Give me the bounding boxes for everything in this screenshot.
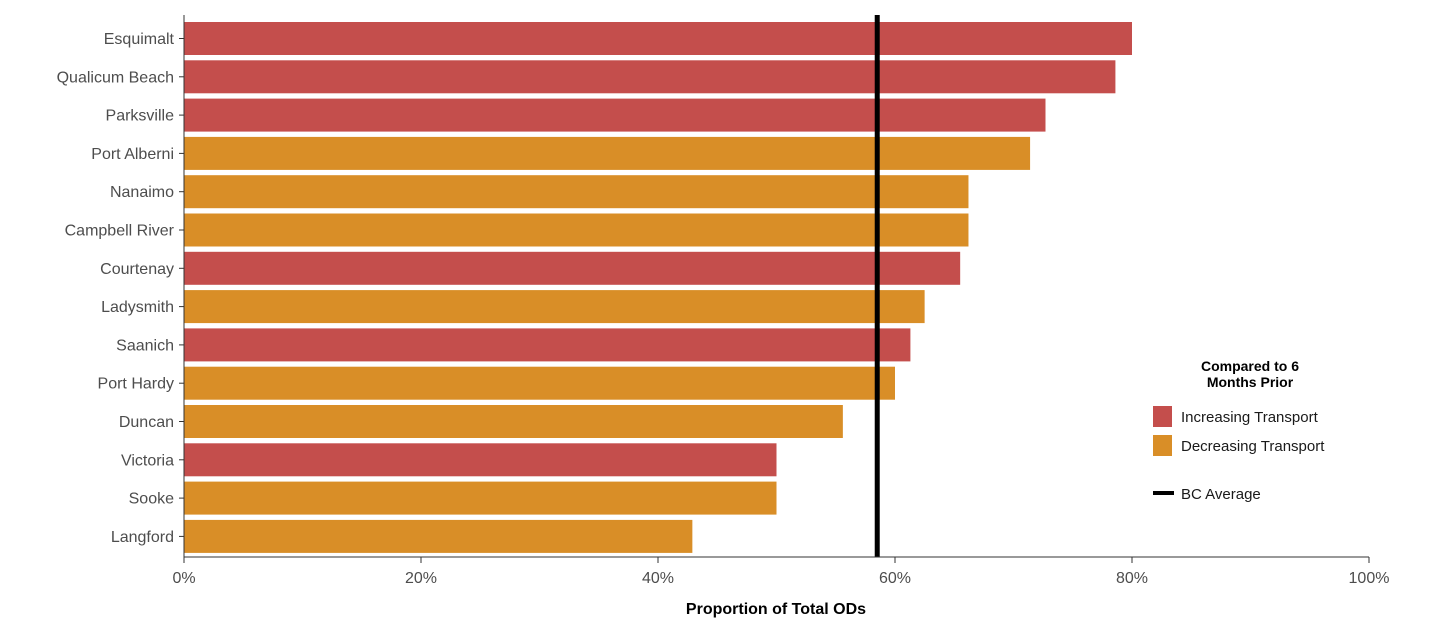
legend-entry-label: Decreasing Transport <box>1181 438 1325 455</box>
category-label: Port Alberni <box>91 146 174 163</box>
legend-swatch <box>1153 406 1172 427</box>
x-tick-label: 0% <box>172 570 195 587</box>
bar-port-hardy <box>184 366 895 400</box>
bar-courtenay <box>184 251 961 285</box>
category-label: Victoria <box>121 452 174 469</box>
x-tick-label: 100% <box>1349 570 1390 587</box>
category-label: Ladysmith <box>101 299 174 316</box>
legend: Compared to 6 Months Prior Increasing Tran… <box>1153 358 1325 503</box>
bar-ladysmith <box>184 290 925 324</box>
x-tick-label: 80% <box>1116 570 1148 587</box>
bar-duncan <box>184 405 843 438</box>
bar-parksville <box>184 98 1046 132</box>
category-label: Duncan <box>119 414 174 431</box>
bar-campbell-river <box>184 213 969 247</box>
x-tick-labels: 0% 20% 40% 60% 80% 100% <box>172 570 1389 587</box>
category-label: Courtenay <box>100 261 174 278</box>
category-label: Port Hardy <box>98 376 174 393</box>
bar-qualicum-beach <box>184 60 1116 94</box>
category-label: Nanaimo <box>110 184 174 201</box>
bars-layer <box>184 22 1132 553</box>
legend-swatch <box>1153 435 1172 456</box>
axes-layer <box>179 15 1370 563</box>
bar-langford <box>184 519 693 553</box>
bar-victoria <box>184 443 777 477</box>
legend-title: Compared to 6 Months Prior <box>1201 358 1299 390</box>
legend-reference-label: BC Average <box>1181 486 1261 503</box>
x-tick-label: 40% <box>642 570 674 587</box>
category-label: Langford <box>111 529 174 546</box>
bar-sooke <box>184 481 777 515</box>
category-label: Qualicum Beach <box>57 69 174 86</box>
bar-esquimalt <box>184 22 1132 55</box>
category-label: Esquimalt <box>104 31 175 48</box>
bar-nanaimo <box>184 175 969 209</box>
x-axis-title: Proportion of Total ODs <box>686 601 866 618</box>
x-tick-label: 20% <box>405 570 437 587</box>
category-label: Sooke <box>129 491 174 508</box>
category-label: Campbell River <box>65 223 175 240</box>
x-tick-label: 60% <box>879 570 911 587</box>
category-labels: Esquimalt Qualicum Beach Parksville Port Al… <box>57 31 175 546</box>
category-label: Saanich <box>116 337 174 354</box>
bar-saanich <box>184 328 911 362</box>
bar-port-alberni <box>184 136 1031 170</box>
category-label: Parksville <box>106 108 175 125</box>
legend-entry-label: Increasing Transport <box>1181 409 1319 426</box>
